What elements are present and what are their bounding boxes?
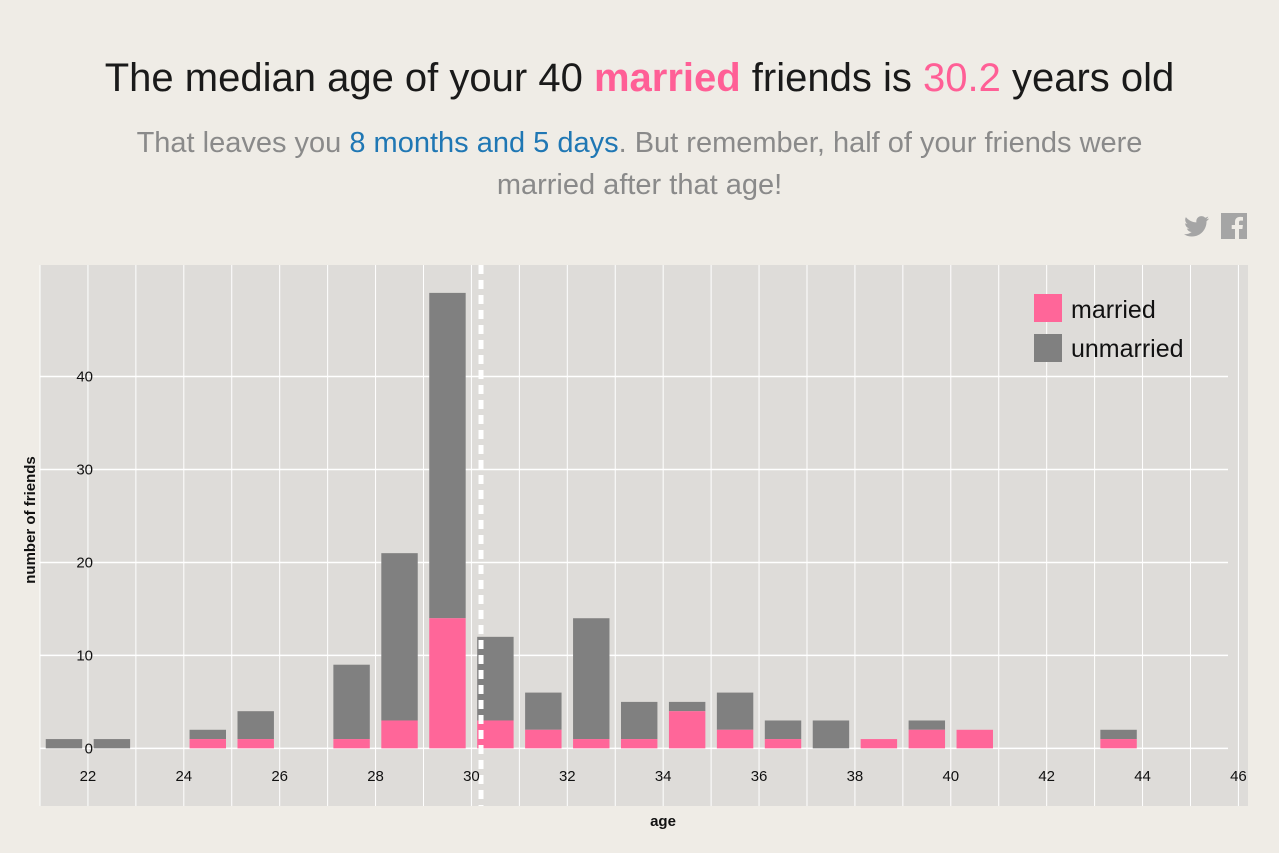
x-tick-label: 30 [463, 768, 480, 785]
bar-married [620, 739, 658, 749]
x-tick-label: 32 [559, 768, 576, 785]
bar-unmarried [908, 720, 946, 730]
bar-married [764, 739, 802, 749]
legend-swatch-married [1034, 294, 1062, 322]
x-tick-label: 44 [1134, 768, 1151, 785]
bar-married [956, 729, 993, 749]
bar-married [860, 739, 898, 749]
bar-married [525, 729, 562, 749]
bar-unmarried [764, 720, 802, 740]
bar-married [189, 739, 226, 749]
x-tick-label: 34 [655, 768, 672, 785]
x-tick-label: 46 [1230, 768, 1247, 785]
y-tick-label: 10 [76, 647, 93, 664]
bar-unmarried [189, 729, 226, 740]
bar-unmarried [237, 711, 274, 740]
bar-unmarried [45, 739, 83, 749]
facebook-icon[interactable] [1220, 212, 1248, 240]
x-tick-label: 24 [175, 768, 192, 785]
bar-unmarried [620, 701, 658, 740]
tick-labels: 22 24 26 28 30 32 34 36 38 40 42 44 46 0 10 20 30 40 [76, 369, 1246, 785]
y-tick-label: 30 [76, 462, 93, 479]
headline-prefix: The median age of your 40 [104, 56, 594, 100]
subline-highlight: 8 months and 5 days [349, 127, 619, 159]
x-tick-label: 38 [847, 768, 864, 785]
legend-label-married: married [1071, 296, 1156, 324]
x-tick-label: 40 [942, 768, 959, 785]
bar-unmarried [668, 701, 706, 712]
subline-prefix: That leaves you [136, 127, 350, 159]
headline-highlight: married [593, 56, 741, 100]
x-tick-label: 36 [751, 768, 768, 785]
bar-unmarried [93, 739, 131, 749]
y-tick-label: 20 [76, 554, 93, 571]
bar-married [381, 720, 418, 749]
headline-middle: friends is [740, 56, 923, 100]
bar-unmarried [525, 692, 562, 730]
legend: married unmarried [1034, 294, 1184, 363]
bar-married [429, 618, 466, 749]
y-tick-label: 0 [85, 740, 93, 757]
bar-unmarried [1100, 729, 1137, 740]
headline: The median age of your 40 married friend… [0, 56, 1279, 101]
y-axis-title: number of friends [22, 456, 39, 584]
x-tick-label: 22 [80, 768, 97, 785]
bars [45, 292, 1137, 749]
subline: That leaves you 8 months and 5 days. But… [90, 122, 1189, 206]
bar-married [668, 711, 706, 749]
bar-unmarried [333, 664, 370, 740]
bar-married [1100, 739, 1137, 749]
bar-unmarried [716, 692, 754, 730]
bar-married [716, 729, 754, 749]
y-tick-label: 40 [76, 369, 93, 386]
bar-married [908, 729, 946, 749]
bar-married [237, 739, 274, 749]
bar-unmarried [573, 618, 610, 740]
x-tick-label: 26 [271, 768, 288, 785]
x-tick-label: 28 [367, 768, 384, 785]
x-tick-label: 42 [1038, 768, 1055, 785]
legend-swatch-unmarried [1034, 334, 1062, 362]
bar-unmarried [429, 292, 466, 619]
headline-value: 30.2 [922, 56, 1001, 100]
bar-married [573, 739, 610, 749]
subline-suffix: . But remember, half of your friends wer… [496, 127, 1143, 201]
bar-unmarried [812, 720, 850, 749]
bar-married [333, 739, 370, 749]
bar-unmarried [381, 553, 418, 721]
legend-label-unmarried: unmarried [1071, 335, 1184, 363]
headline-suffix: years old [1000, 56, 1175, 100]
x-axis-title: age [650, 813, 676, 830]
twitter-icon[interactable] [1183, 212, 1211, 240]
